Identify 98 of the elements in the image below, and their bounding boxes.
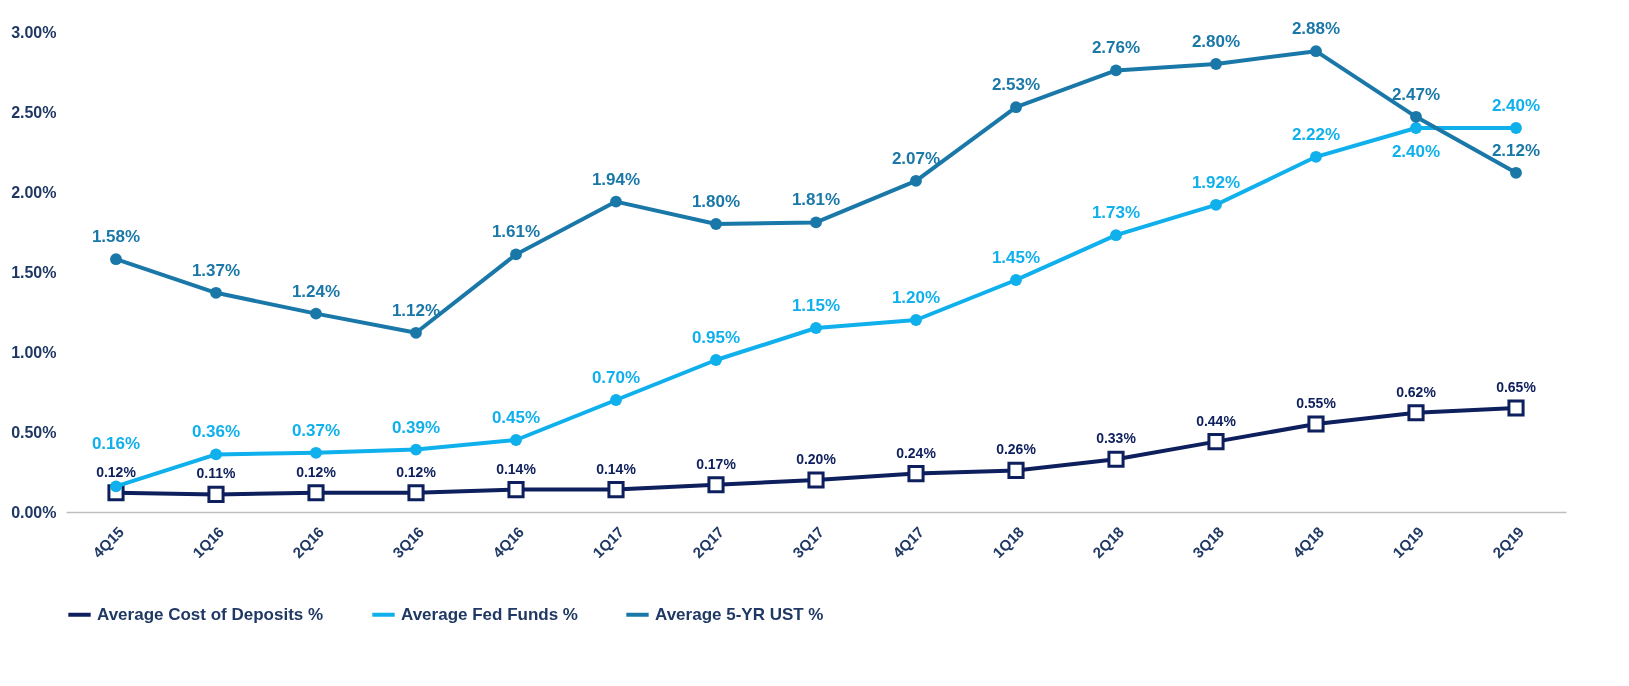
point <box>1310 45 1322 58</box>
point <box>610 195 622 208</box>
data-label: 0.12% <box>396 463 437 480</box>
point <box>410 326 422 339</box>
point <box>1207 433 1225 451</box>
data-label: 1.37% <box>191 260 241 280</box>
point <box>207 485 225 503</box>
point <box>1310 150 1322 163</box>
data-label: 1.24% <box>291 281 341 301</box>
point <box>1510 122 1522 134</box>
data-label: 0.26% <box>996 441 1037 458</box>
point <box>1307 415 1325 433</box>
point <box>310 307 322 320</box>
data-label: 0.16% <box>91 434 141 454</box>
data-label: 1.81% <box>791 190 841 210</box>
data-label: 2.80% <box>1191 32 1241 51</box>
point <box>1007 461 1025 479</box>
data-label: 0.37% <box>291 420 341 440</box>
data-label: 0.95% <box>691 328 741 347</box>
point <box>210 286 222 299</box>
point <box>1010 274 1022 286</box>
point <box>507 481 525 499</box>
point <box>1410 110 1422 123</box>
point <box>110 253 122 266</box>
point <box>1110 229 1122 242</box>
data-label: 0.39% <box>391 417 441 437</box>
data-label: 2.76% <box>1091 38 1141 58</box>
point <box>710 218 722 230</box>
point <box>1010 101 1022 114</box>
point <box>1210 198 1222 211</box>
y-tick-label: 1.50% <box>11 263 57 281</box>
point <box>710 354 722 366</box>
point <box>1507 399 1525 417</box>
point <box>610 394 622 406</box>
legend-label: Average Fed Funds % <box>401 604 578 624</box>
point <box>810 216 822 229</box>
data-label: 0.12% <box>296 463 337 480</box>
data-label: 2.53% <box>991 75 1041 95</box>
data-label: 1.12% <box>391 300 441 320</box>
data-label: 0.14% <box>496 460 537 477</box>
point <box>807 471 825 489</box>
point <box>210 448 222 461</box>
legend-label: Average 5-YR UST % <box>655 604 824 624</box>
point <box>510 248 522 261</box>
point <box>810 322 822 334</box>
data-label: 0.65% <box>1496 379 1537 395</box>
point <box>1107 450 1125 468</box>
data-label: 0.36% <box>191 422 241 442</box>
data-label: 0.17% <box>696 455 737 472</box>
point <box>307 484 325 502</box>
data-label: 1.73% <box>1091 203 1141 223</box>
point <box>510 434 522 446</box>
data-label: 2.07% <box>891 148 941 168</box>
point <box>310 446 322 459</box>
data-label: 2.47% <box>1391 84 1441 104</box>
data-label: 2.12% <box>1491 140 1541 160</box>
data-label: 0.12% <box>96 463 137 480</box>
point <box>907 465 925 483</box>
data-label: 1.94% <box>591 169 641 189</box>
point <box>707 476 725 494</box>
data-label: 1.58% <box>91 227 141 247</box>
data-label: 1.80% <box>691 192 741 211</box>
y-tick-label: 3.00% <box>11 23 57 41</box>
data-label: 0.55% <box>1296 395 1337 411</box>
data-label: 0.24% <box>896 444 937 461</box>
y-tick-label: 2.50% <box>11 103 57 121</box>
point <box>1410 122 1422 134</box>
y-tick-label: 0.00% <box>11 503 57 521</box>
data-label: 1.92% <box>1191 172 1241 192</box>
data-label: 0.14% <box>596 460 637 477</box>
point <box>1510 166 1522 179</box>
point <box>910 174 922 187</box>
data-label: 0.45% <box>491 408 541 427</box>
data-label: 1.20% <box>891 288 941 307</box>
data-label: 0.20% <box>796 451 837 467</box>
data-label: 0.62% <box>1396 383 1437 400</box>
data-label: 2.40% <box>1391 142 1441 161</box>
y-tick-label: 2.00% <box>11 183 57 201</box>
data-label: 1.45% <box>991 248 1041 267</box>
data-label: 2.40% <box>1491 96 1541 115</box>
y-tick-label: 1.00% <box>11 343 57 361</box>
data-label: 0.70% <box>591 368 641 387</box>
point <box>910 314 922 326</box>
point <box>607 481 625 499</box>
data-label: 0.33% <box>1096 430 1137 447</box>
data-label: 1.61% <box>491 222 541 242</box>
point <box>1110 64 1122 77</box>
point <box>1407 404 1425 422</box>
y-tick-label: 0.50% <box>11 423 57 441</box>
legend-label: Average Cost of Deposits % <box>97 604 324 624</box>
point <box>407 484 425 502</box>
data-label: 2.22% <box>1291 124 1341 144</box>
data-label: 1.15% <box>791 296 841 315</box>
data-label: 2.88% <box>1291 19 1341 39</box>
point <box>410 443 422 456</box>
data-label: 0.44% <box>1196 412 1237 429</box>
point <box>1210 58 1222 70</box>
data-label: 0.11% <box>196 465 237 482</box>
